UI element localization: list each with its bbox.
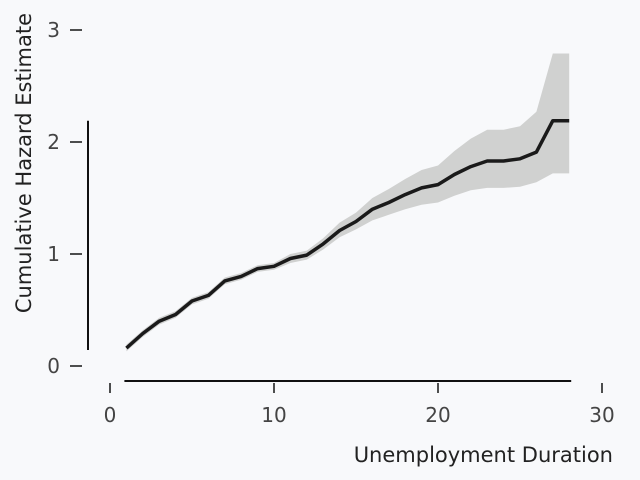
x-tick-label: 20: [425, 403, 450, 427]
y-tick-label: 3: [47, 18, 60, 42]
y-tick-label: 0: [47, 354, 60, 378]
confidence-band: [126, 53, 570, 352]
y-axis: 0 1 2 3: [47, 18, 89, 378]
y-axis-label: Cumulative Hazard Estimate: [12, 13, 36, 313]
confidence-band-layer: [126, 53, 570, 352]
x-tick-label: 30: [589, 403, 614, 427]
x-axis: 0 10 20 30: [104, 380, 615, 427]
x-axis-label: Unemployment Duration: [354, 443, 613, 467]
y-tick-label: 1: [47, 242, 60, 266]
x-tick-label: 10: [261, 403, 286, 427]
series-line-layer: [125, 118, 570, 350]
y-tick-label: 2: [47, 130, 60, 154]
cumulative-hazard-line: [125, 118, 570, 350]
x-tick-label: 0: [104, 403, 117, 427]
